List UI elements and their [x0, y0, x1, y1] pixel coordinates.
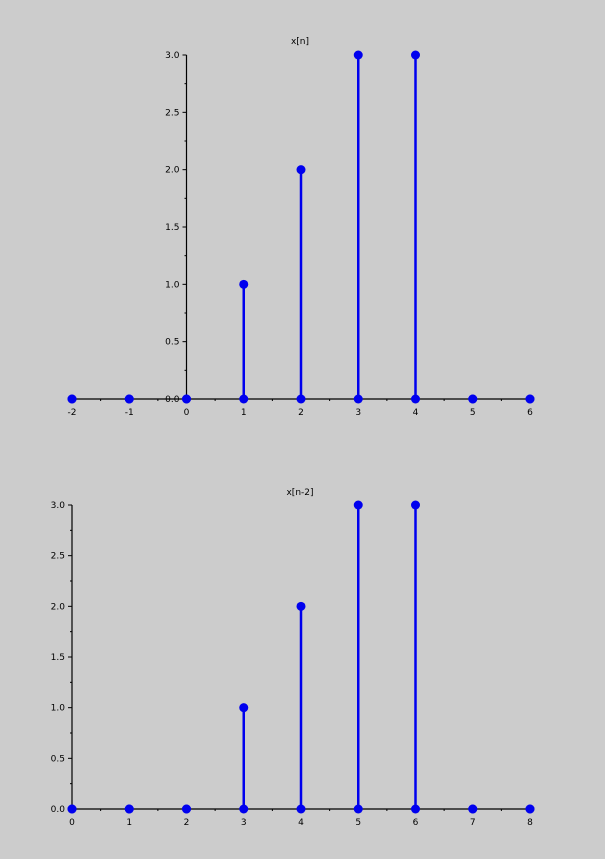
stem-point-1: [124, 804, 134, 814]
x-tick-label: -2: [68, 408, 77, 418]
stem-base-marker: [353, 394, 363, 404]
y-tick-label: 1.0: [51, 704, 66, 714]
stem-point-2: [296, 165, 306, 404]
y-tick-label: 2.0: [165, 166, 180, 176]
stem-point--1: [124, 394, 134, 404]
stem-point-5: [353, 500, 363, 814]
y-tick-label: 3.0: [165, 51, 180, 61]
y-tick-label: 0.0: [51, 805, 66, 815]
stem-point-3: [239, 703, 249, 814]
y-tick-label: 2.5: [165, 108, 179, 118]
stem-point-1: [239, 279, 249, 404]
stem-chart-x-n-minus-2: x[n-2] 0 1 2 3 4 5 6 7 8 0.0 0.5 1.0 1.5 2.0 2.5 3.0: [51, 488, 535, 828]
stem-point-3: [353, 50, 363, 404]
stem-marker: [468, 804, 478, 814]
stem-base-marker: [411, 394, 420, 404]
stem-marker: [182, 394, 191, 404]
stem-base-marker: [296, 394, 306, 404]
y-tick-label: 0.5: [165, 338, 179, 348]
stem-point--2: [67, 394, 77, 404]
stem-marker: [353, 500, 363, 510]
stem-marker: [468, 394, 478, 404]
stem-base-marker: [353, 804, 363, 814]
stem-marker: [239, 279, 249, 289]
x-tick-label: 5: [470, 408, 476, 418]
stem-point-6: [411, 500, 420, 814]
x-tick-label: 2: [298, 408, 304, 418]
stem-point-0: [67, 804, 77, 814]
x-tick-label: 4: [413, 408, 419, 418]
stem-marker: [411, 500, 420, 510]
stem-marker: [296, 601, 306, 611]
x-tick-label: 7: [470, 818, 476, 828]
y-tick-label: 0.5: [51, 754, 65, 764]
x-tick-label: 6: [527, 408, 533, 418]
stem-point-5: [468, 394, 478, 404]
stem-point-4: [411, 50, 420, 404]
chart-title: x[n]: [291, 37, 309, 47]
x-tick-label: 0: [69, 818, 75, 828]
stem-point-6: [525, 394, 535, 404]
stem-base-marker: [411, 804, 420, 814]
y-tick-label: 0.0: [165, 395, 180, 405]
y-tick-label: 2.5: [51, 552, 65, 562]
stem-marker: [525, 804, 535, 814]
stem-marker: [124, 804, 134, 814]
stem-base-marker: [296, 804, 306, 814]
stem-point-0: [182, 394, 191, 404]
stem-marker: [182, 804, 191, 814]
x-tick-label: -1: [125, 408, 134, 418]
stem-point-8: [525, 804, 535, 814]
stem-chart-x-n: x[n] -2 -1 0 1 2 3 4 5 6 0.0 0.5 1.0 1.5 2.0 2.5 3.0: [67, 37, 535, 418]
x-tick-label: 0: [184, 408, 190, 418]
x-tick-label: 8: [527, 818, 533, 828]
stem-base-marker: [239, 804, 249, 814]
x-tick-label: 3: [241, 818, 247, 828]
stem-marker: [239, 703, 249, 713]
stem-marker: [296, 165, 306, 175]
y-tick-label: 1.0: [165, 280, 180, 290]
stem-point-4: [296, 601, 306, 814]
stem-marker: [525, 394, 535, 404]
chart-title: x[n-2]: [286, 488, 313, 498]
y-tick-label: 2.0: [51, 602, 66, 612]
y-tick-label: 1.5: [51, 653, 65, 663]
x-tick-label: 5: [355, 818, 361, 828]
x-tick-label: 4: [298, 818, 304, 828]
stem-marker: [411, 50, 420, 60]
x-tick-label: 1: [126, 818, 132, 828]
y-tick-label: 3.0: [51, 501, 66, 511]
x-tick-label: 2: [184, 818, 190, 828]
x-tick-label: 6: [413, 818, 419, 828]
x-tick-label: 1: [241, 408, 247, 418]
y-tick-label: 1.5: [165, 223, 179, 233]
stem-marker: [124, 394, 134, 404]
stem-point-2: [182, 804, 191, 814]
stem-base-marker: [239, 394, 249, 404]
stem-point-7: [468, 804, 478, 814]
x-tick-label: 3: [355, 408, 361, 418]
stem-marker: [353, 50, 363, 60]
stem-marker: [67, 394, 77, 404]
stem-marker: [67, 804, 77, 814]
